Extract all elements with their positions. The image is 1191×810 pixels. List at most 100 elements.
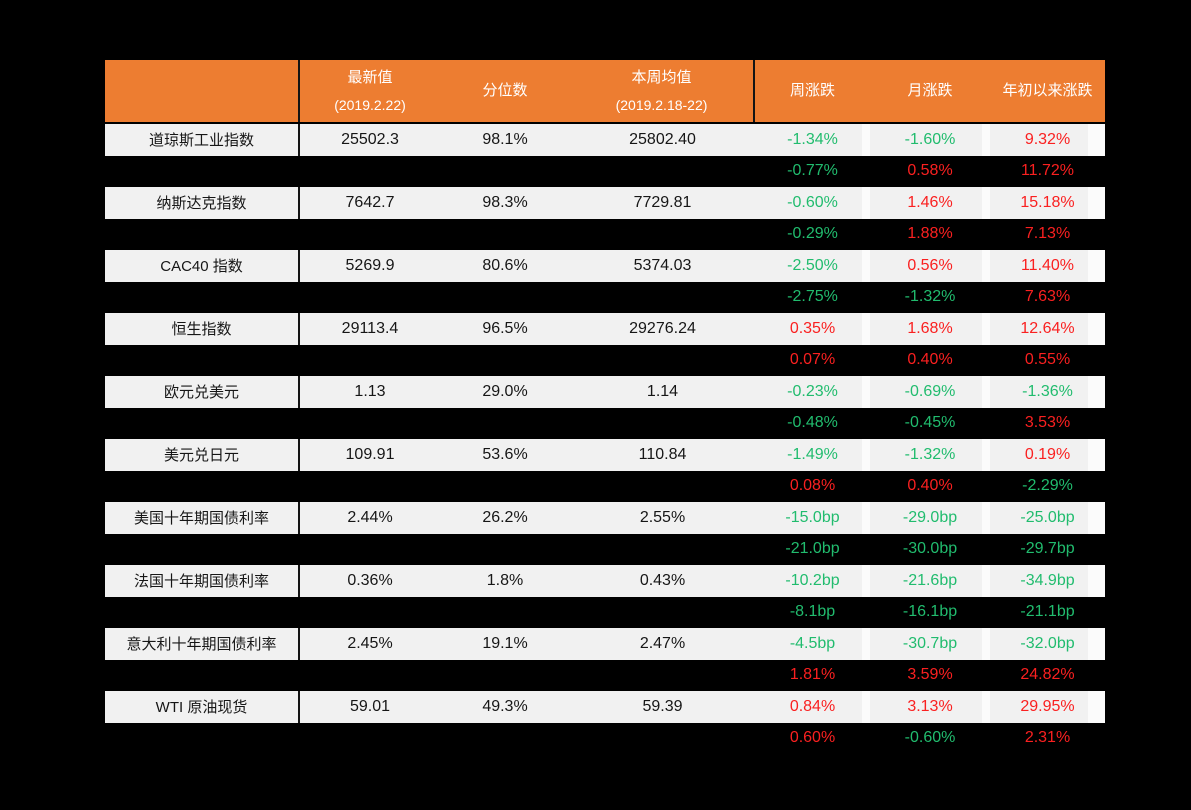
cell-week-change: 0.60%: [789, 729, 836, 747]
cell-percentile: [440, 660, 570, 692]
cell-latest-value: 1.13: [354, 382, 386, 400]
header-cell-asset: [105, 60, 300, 122]
cell-percentile: 49.3%: [482, 697, 528, 715]
cell-percentile: 53.6%: [482, 445, 528, 463]
cell-ytd-change: 2.31%: [1024, 729, 1071, 747]
cell-month-change: 0.40%: [907, 351, 953, 369]
cell-percentile: [440, 723, 570, 755]
header-label-month: 月涨跌: [907, 82, 953, 99]
cell-week-change: -21.0bp: [785, 540, 840, 558]
cell-latest-value: [300, 534, 440, 566]
cell-week-change: 0.08%: [789, 477, 836, 495]
cell-week-average: 7729.81: [633, 193, 692, 211]
cell-asset-name: [105, 471, 300, 503]
cell-week-average: [570, 597, 755, 629]
cell-week-average: [570, 282, 755, 314]
cell-month-change: -1.32%: [904, 288, 956, 306]
cell-ytd-change: 9.32%: [990, 124, 1105, 156]
cell-percentile: [440, 597, 570, 629]
cell-percentile: 1.8%: [486, 571, 524, 589]
cell-latest-value: 5269.9: [345, 256, 395, 274]
cell-ytd-change: 24.82%: [1020, 666, 1075, 684]
cell-latest-value: 109.91: [345, 445, 395, 463]
cell-week-average: 59.39: [642, 697, 683, 715]
cell-ytd-change: 11.72%: [1020, 162, 1075, 180]
cell-asset-name: [105, 534, 300, 566]
table-row: 0.07% 0.40% 0.55%: [105, 344, 1105, 377]
cell-week-change: 1.81%: [789, 666, 836, 684]
cell-week-average: [570, 723, 755, 755]
cell-ytd-change: 11.40%: [990, 250, 1105, 282]
cell-latest-value: 7642.7: [345, 193, 395, 211]
cell-ytd-change: 7.63%: [1024, 288, 1071, 306]
table-row: -8.1bp -16.1bp -21.1bp: [105, 596, 1105, 629]
cell-week-change: -8.1bp: [789, 603, 836, 621]
cell-week-average: 0.43%: [639, 571, 686, 589]
cell-percentile: [440, 534, 570, 566]
cell-ytd-change: 0.55%: [1024, 351, 1071, 369]
cell-latest-value: 0.36%: [347, 571, 393, 589]
cell-percentile: 29.0%: [482, 382, 528, 400]
cell-latest-value: 29113.4: [341, 319, 399, 337]
cell-percentile: 19.1%: [482, 634, 528, 652]
cell-latest-value: 2.44%: [347, 508, 393, 526]
header-label-week: 周涨跌: [789, 82, 835, 99]
table-row: WTI 原油现货 59.01 49.3% 59.39 0.84% 3.13% 29.95%: [105, 691, 1105, 723]
header-cell-latest: 最新值 (2019.2.22): [300, 60, 440, 122]
cell-month-change: 1.46%: [870, 187, 990, 219]
cell-week-average: 1.14: [646, 382, 679, 400]
cell-ytd-change: 12.64%: [990, 313, 1105, 345]
header-label-pctile: 分位数: [482, 82, 528, 99]
cell-week-average: [570, 660, 755, 692]
header-label-latest: 最新值: [347, 68, 393, 86]
cell-ytd-change: 29.95%: [990, 691, 1105, 723]
cell-month-change: -1.32%: [870, 439, 990, 471]
cell-month-change: 1.68%: [870, 313, 990, 345]
cell-percentile: 26.2%: [482, 508, 528, 526]
cell-week-change: -4.5bp: [755, 628, 870, 660]
cell-week-average: 29276.24: [629, 319, 696, 337]
cell-month-change: 3.59%: [907, 666, 953, 684]
table-body: 道琼斯工业指数 25502.3 98.1% 25802.40 -1.34% -1.60% 9…: [105, 124, 1105, 754]
cell-week-average: 2.55%: [639, 508, 686, 526]
header-label-ytd: 年初以来涨跌: [1002, 82, 1093, 99]
cell-percentile: [440, 471, 570, 503]
cell-asset-name: 道琼斯工业指数: [105, 124, 300, 156]
cell-asset-name: 美元兑日元: [105, 439, 300, 471]
cell-asset-name: [105, 597, 300, 629]
cell-month-change: -16.1bp: [902, 603, 958, 621]
cell-ytd-change: -29.7bp: [1020, 540, 1075, 558]
cell-week-change: -1.34%: [755, 124, 870, 156]
cell-latest-value: [300, 345, 440, 377]
table-row: -21.0bp -30.0bp -29.7bp: [105, 533, 1105, 566]
cell-asset-name: WTI 原油现货: [105, 691, 300, 723]
header-cell-ytd: 年初以来涨跌: [990, 60, 1105, 122]
table-row: 纳斯达克指数 7642.7 98.3% 7729.81 -0.60% 1.46% 15.18…: [105, 187, 1105, 219]
cell-asset-name: [105, 345, 300, 377]
cell-asset-name: 美国十年期国债利率: [105, 502, 300, 534]
cell-week-average: [570, 219, 755, 251]
table-row: -0.77% 0.58% 11.72%: [105, 155, 1105, 188]
cell-percentile: [440, 345, 570, 377]
cell-percentile: 80.6%: [482, 256, 528, 274]
cell-month-change: 0.56%: [870, 250, 990, 282]
cell-month-change: -0.60%: [904, 729, 956, 747]
cell-asset-name: 欧元兑美元: [105, 376, 300, 408]
table-row: CAC40 指数 5269.9 80.6% 5374.03 -2.50% 0.56% 11.…: [105, 250, 1105, 282]
cell-percentile: 98.3%: [482, 193, 528, 211]
cell-percentile: [440, 156, 570, 188]
header-sublabel-weekavg: (2019.2.18-22): [615, 96, 708, 113]
cell-percentile: [440, 282, 570, 314]
cell-month-change: 0.40%: [907, 477, 953, 495]
cell-percentile: [440, 408, 570, 440]
cell-week-average: [570, 534, 755, 566]
cell-week-change: 0.84%: [755, 691, 870, 723]
cell-week-change: -2.75%: [787, 288, 838, 306]
table-row: 恒生指数 29113.4 96.5% 29276.24 0.35% 1.68% 12.64%: [105, 313, 1105, 345]
cell-month-change: -21.6bp: [870, 565, 990, 597]
cell-week-change: -0.77%: [787, 162, 838, 180]
cell-ytd-change: -34.9bp: [990, 565, 1105, 597]
cell-asset-name: [105, 660, 300, 692]
cell-asset-name: [105, 408, 300, 440]
cell-latest-value: [300, 156, 440, 188]
